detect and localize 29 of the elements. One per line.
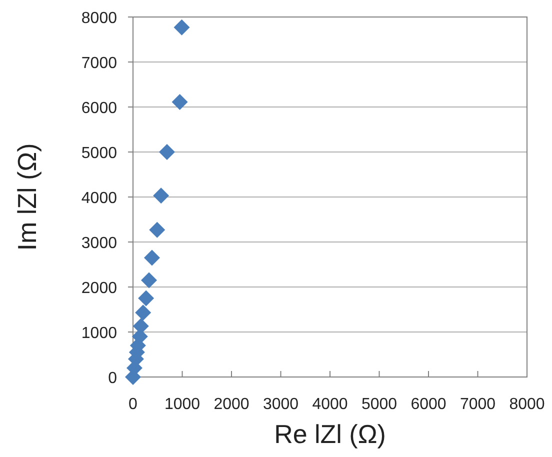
x-tick-label: 5000 [361, 396, 398, 413]
point [149, 222, 166, 238]
x-tick-label: 7000 [460, 396, 496, 413]
y-tick-label: 2000 [81, 280, 118, 297]
x-tick-label: 1000 [164, 396, 200, 413]
y-axis-title: Im lZl (Ω) [12, 143, 42, 251]
y-tick-label: 3000 [81, 235, 118, 252]
x-tick-label: 6000 [410, 396, 446, 413]
point [144, 250, 160, 266]
point [138, 290, 154, 306]
y-tick-label: 0 [108, 370, 118, 387]
y-tick-label: 5000 [81, 145, 118, 162]
x-axis-title: Re lZl (Ω) [274, 419, 386, 449]
y-tick-label: 4000 [81, 190, 118, 207]
point [172, 94, 188, 110]
point [135, 304, 152, 321]
y-tick-label: 7000 [81, 55, 118, 72]
x-tick-label: 0 [128, 396, 138, 413]
point [141, 272, 158, 288]
x-tick-label: 8000 [509, 396, 545, 413]
point [153, 188, 170, 204]
x-tick-label: 3000 [262, 396, 299, 413]
y-tick-label: 1000 [81, 325, 118, 342]
y-tick-label: 8000 [81, 10, 118, 27]
point [158, 144, 175, 160]
y-tick-label: 6000 [81, 100, 118, 117]
x-tick-label: 2000 [214, 396, 250, 413]
point [174, 19, 190, 36]
x-tick-label: 4000 [312, 396, 348, 413]
